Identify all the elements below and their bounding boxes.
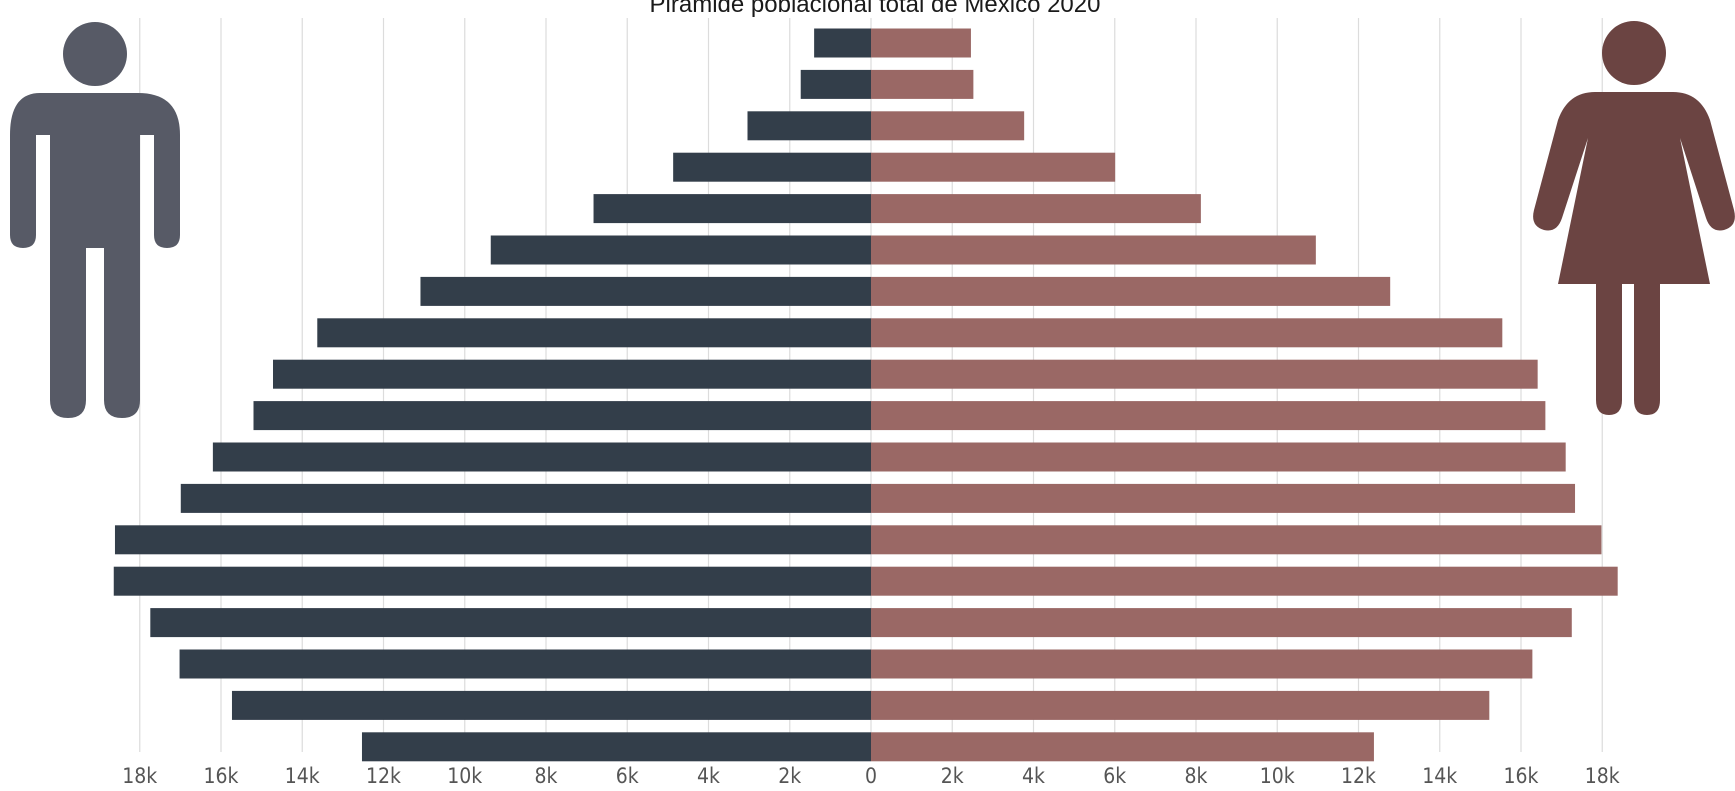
x-tick-label: 4k	[697, 764, 720, 788]
x-tick-label: 12k	[366, 764, 401, 788]
female-bar	[871, 483, 1576, 513]
male-bar	[273, 359, 871, 389]
chart-title: Pirámide poblacional total de México 202…	[650, 0, 1101, 18]
female-bar	[871, 359, 1538, 389]
male-bar	[361, 732, 871, 762]
male-bar	[814, 28, 871, 58]
x-tick-label: 14k	[1422, 764, 1457, 788]
x-tick-label: 8k	[535, 764, 558, 788]
x-tick-label: 18k	[122, 764, 157, 788]
female-bar	[871, 318, 1503, 348]
male-bar	[317, 318, 871, 348]
x-tick-label: 16k	[1504, 764, 1539, 788]
female-bar	[871, 525, 1602, 555]
x-tick-label: 18k	[1585, 764, 1620, 788]
male-bar	[800, 69, 871, 99]
male-bar	[212, 442, 871, 472]
female-bar	[871, 442, 1566, 472]
male-bar	[180, 483, 871, 513]
female-bar	[871, 566, 1618, 596]
female-bar	[871, 235, 1316, 265]
x-tick-label: 10k	[1260, 764, 1295, 788]
x-tick-label: 4k	[1022, 764, 1045, 788]
female-bar	[871, 69, 974, 99]
male-bar	[673, 152, 871, 182]
male-figure-icon	[10, 22, 180, 418]
female-bar	[871, 28, 971, 58]
x-tick-label: 0	[865, 764, 877, 788]
x-tick-label: 6k	[616, 764, 639, 788]
female-bar	[871, 732, 1374, 762]
female-bar	[871, 401, 1546, 431]
x-tick-label: 16k	[204, 764, 239, 788]
x-tick-label: 6k	[1103, 764, 1126, 788]
female-bar	[871, 649, 1533, 679]
female-bar	[871, 608, 1572, 638]
male-bar	[593, 194, 871, 224]
male-bar	[231, 690, 871, 720]
male-bar	[420, 276, 871, 306]
male-bar	[150, 608, 871, 638]
male-bar	[114, 525, 871, 555]
female-bar	[871, 276, 1391, 306]
female-bars	[871, 28, 1618, 762]
male-bar	[747, 111, 871, 141]
x-tick-label: 2k	[778, 764, 801, 788]
male-bar	[179, 649, 871, 679]
x-tick-label: 8k	[1185, 764, 1208, 788]
male-bar	[113, 566, 871, 596]
female-bar	[871, 690, 1490, 720]
x-tick-label: 10k	[447, 764, 482, 788]
female-bar	[871, 111, 1025, 141]
female-figure-icon	[1533, 21, 1735, 415]
x-tick-label: 14k	[285, 764, 320, 788]
female-bar	[871, 194, 1201, 224]
male-bar	[490, 235, 871, 265]
male-bar	[253, 401, 871, 431]
x-axis-tick-labels: 18k 16k 14k 12k 10k 8k 6k 4k 2k 0 2k 4k 6k 8k 10k 12k 14…	[122, 764, 1620, 788]
female-bar	[871, 152, 1116, 182]
x-tick-label: 12k	[1341, 764, 1376, 788]
male-bars	[113, 28, 871, 762]
x-tick-label: 2k	[941, 764, 964, 788]
